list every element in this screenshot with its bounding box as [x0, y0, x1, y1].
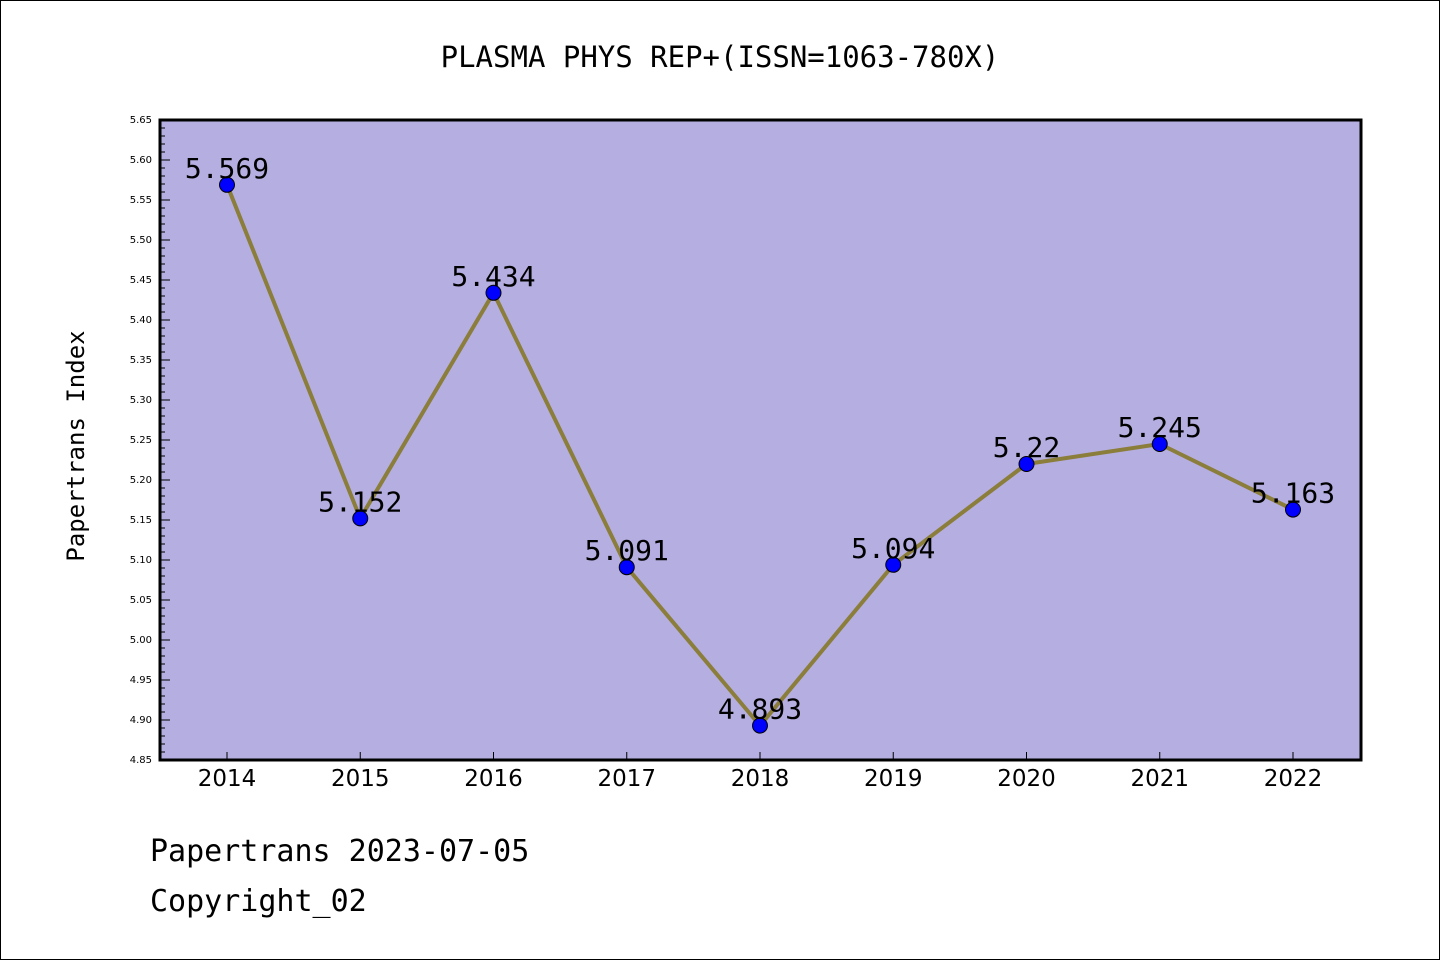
data-point: [485, 284, 502, 301]
x-tick-label: 2014: [198, 766, 257, 792]
x-tick-label: 2019: [864, 766, 923, 792]
data-point: [618, 559, 635, 576]
data-point: [1151, 436, 1168, 452]
x-tick-label: 2022: [1264, 766, 1323, 792]
data-point: [1018, 456, 1035, 472]
x-tick-label: 2018: [731, 766, 790, 792]
data-label: 5.094: [851, 532, 935, 565]
y-tick-label: 5.00: [130, 635, 152, 646]
y-tick-label: 5.25: [130, 435, 152, 446]
data-label: 5.152: [318, 485, 402, 518]
x-tick-label: 2021: [1130, 766, 1189, 792]
data-label: 5.091: [585, 534, 669, 567]
x-tick-label: 2020: [997, 766, 1056, 792]
y-tick-label: 5.05: [130, 595, 152, 606]
y-tick-label: 4.90: [130, 715, 152, 726]
data-label: 5.163: [1251, 477, 1335, 510]
data-point: [752, 717, 768, 734]
x-tick-label: 2015: [331, 766, 390, 792]
data-label: 5.569: [185, 152, 269, 185]
series-layer: 5.569 5.152 5.434 5.091 4.893 5.094 5.22 5.245 5…: [185, 152, 1335, 734]
data-point: [885, 556, 902, 573]
footer-copyright: Copyright_02: [150, 884, 367, 919]
y-tick-label: 4.95: [130, 675, 152, 686]
data-label: 5.245: [1118, 411, 1202, 444]
y-tick-label: 5.35: [130, 355, 152, 366]
data-point: [352, 510, 369, 527]
y-tick-label: 5.30: [130, 395, 152, 406]
y-tick-label: 5.20: [130, 475, 152, 486]
data-label: 4.893: [718, 693, 802, 726]
data-point: [1285, 501, 1301, 518]
y-axis-ticks: 4.85 4.90 4.95 5.00 5.05 5.10 5.15 5.20 5.25 5.30…: [130, 115, 170, 766]
chart-title: PLASMA PHYS REP+(ISSN=1063-780X): [441, 40, 1000, 74]
y-tick-label: 5.45: [130, 275, 152, 286]
y-tick-label: 5.65: [130, 115, 152, 126]
x-tick-label: 2016: [464, 766, 523, 792]
y-tick-label: 5.60: [130, 155, 152, 166]
y-tick-label: 4.85: [130, 755, 152, 766]
y-tick-label: 5.50: [130, 235, 152, 246]
y-tick-label: 5.10: [130, 555, 152, 566]
y-tick-label: 5.40: [130, 315, 152, 326]
x-tick-label: 2017: [597, 766, 656, 792]
data-label: 5.22: [993, 431, 1060, 464]
data-label: 5.434: [451, 260, 535, 293]
x-axis-ticks: 2014 2015 2016 2017 2018 2019 2020 2021 2022: [198, 752, 1323, 792]
footer-date: Papertrans 2023-07-05: [150, 834, 530, 869]
y-tick-label: 5.15: [130, 515, 152, 526]
y-tick-label: 5.55: [130, 195, 152, 206]
data-point: [219, 176, 235, 193]
y-axis-label: Papertrans Index: [62, 330, 90, 561]
